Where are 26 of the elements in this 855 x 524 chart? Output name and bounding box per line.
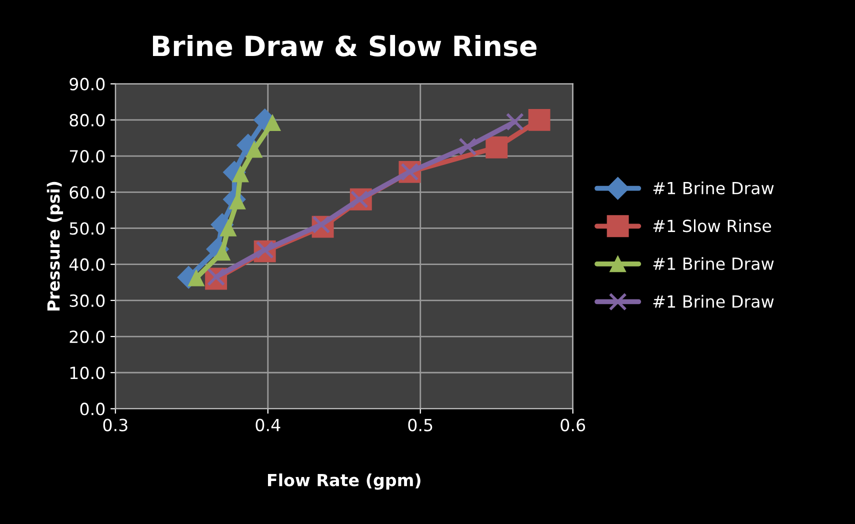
x-axis-title: Flow Rate (gpm) <box>268 473 420 490</box>
y-tick-label: 0.0 <box>80 402 105 416</box>
y-tick-label: 50.0 <box>70 222 105 235</box>
y-tick-label: 80.0 <box>70 114 105 127</box>
legend-label: #1 Brine Draw <box>653 294 774 308</box>
y-tick-label: 20.0 <box>70 330 105 344</box>
point <box>528 108 550 131</box>
legend-label: #1 Brine Draw <box>653 182 774 194</box>
y-tick-label: 70.0 <box>70 150 105 163</box>
point <box>458 138 477 156</box>
y-axis-title: Pressure (psi) <box>46 182 64 311</box>
y-tick-label: 30.0 <box>70 294 105 307</box>
point <box>188 270 204 286</box>
chart-title: Brine Draw & Slow Rinse <box>152 34 536 56</box>
legend-label: #1 Brine Draw <box>653 257 774 270</box>
x-tick-label: 0.3 <box>103 418 128 432</box>
y-tick-label: 40.0 <box>69 258 105 271</box>
point <box>506 112 524 131</box>
legend-label: #1 Slow Rinse <box>653 219 772 232</box>
point <box>486 136 508 158</box>
y-tick-label: 60.0 <box>70 186 105 199</box>
x-tick-label: 0.6 <box>560 418 586 432</box>
x-tick-label: 0.4 <box>256 418 280 432</box>
y-tick-label: 90.0 <box>70 78 105 90</box>
x-tick-label: 0.5 <box>408 418 432 432</box>
y-tick-label: 10.0 <box>70 366 105 380</box>
